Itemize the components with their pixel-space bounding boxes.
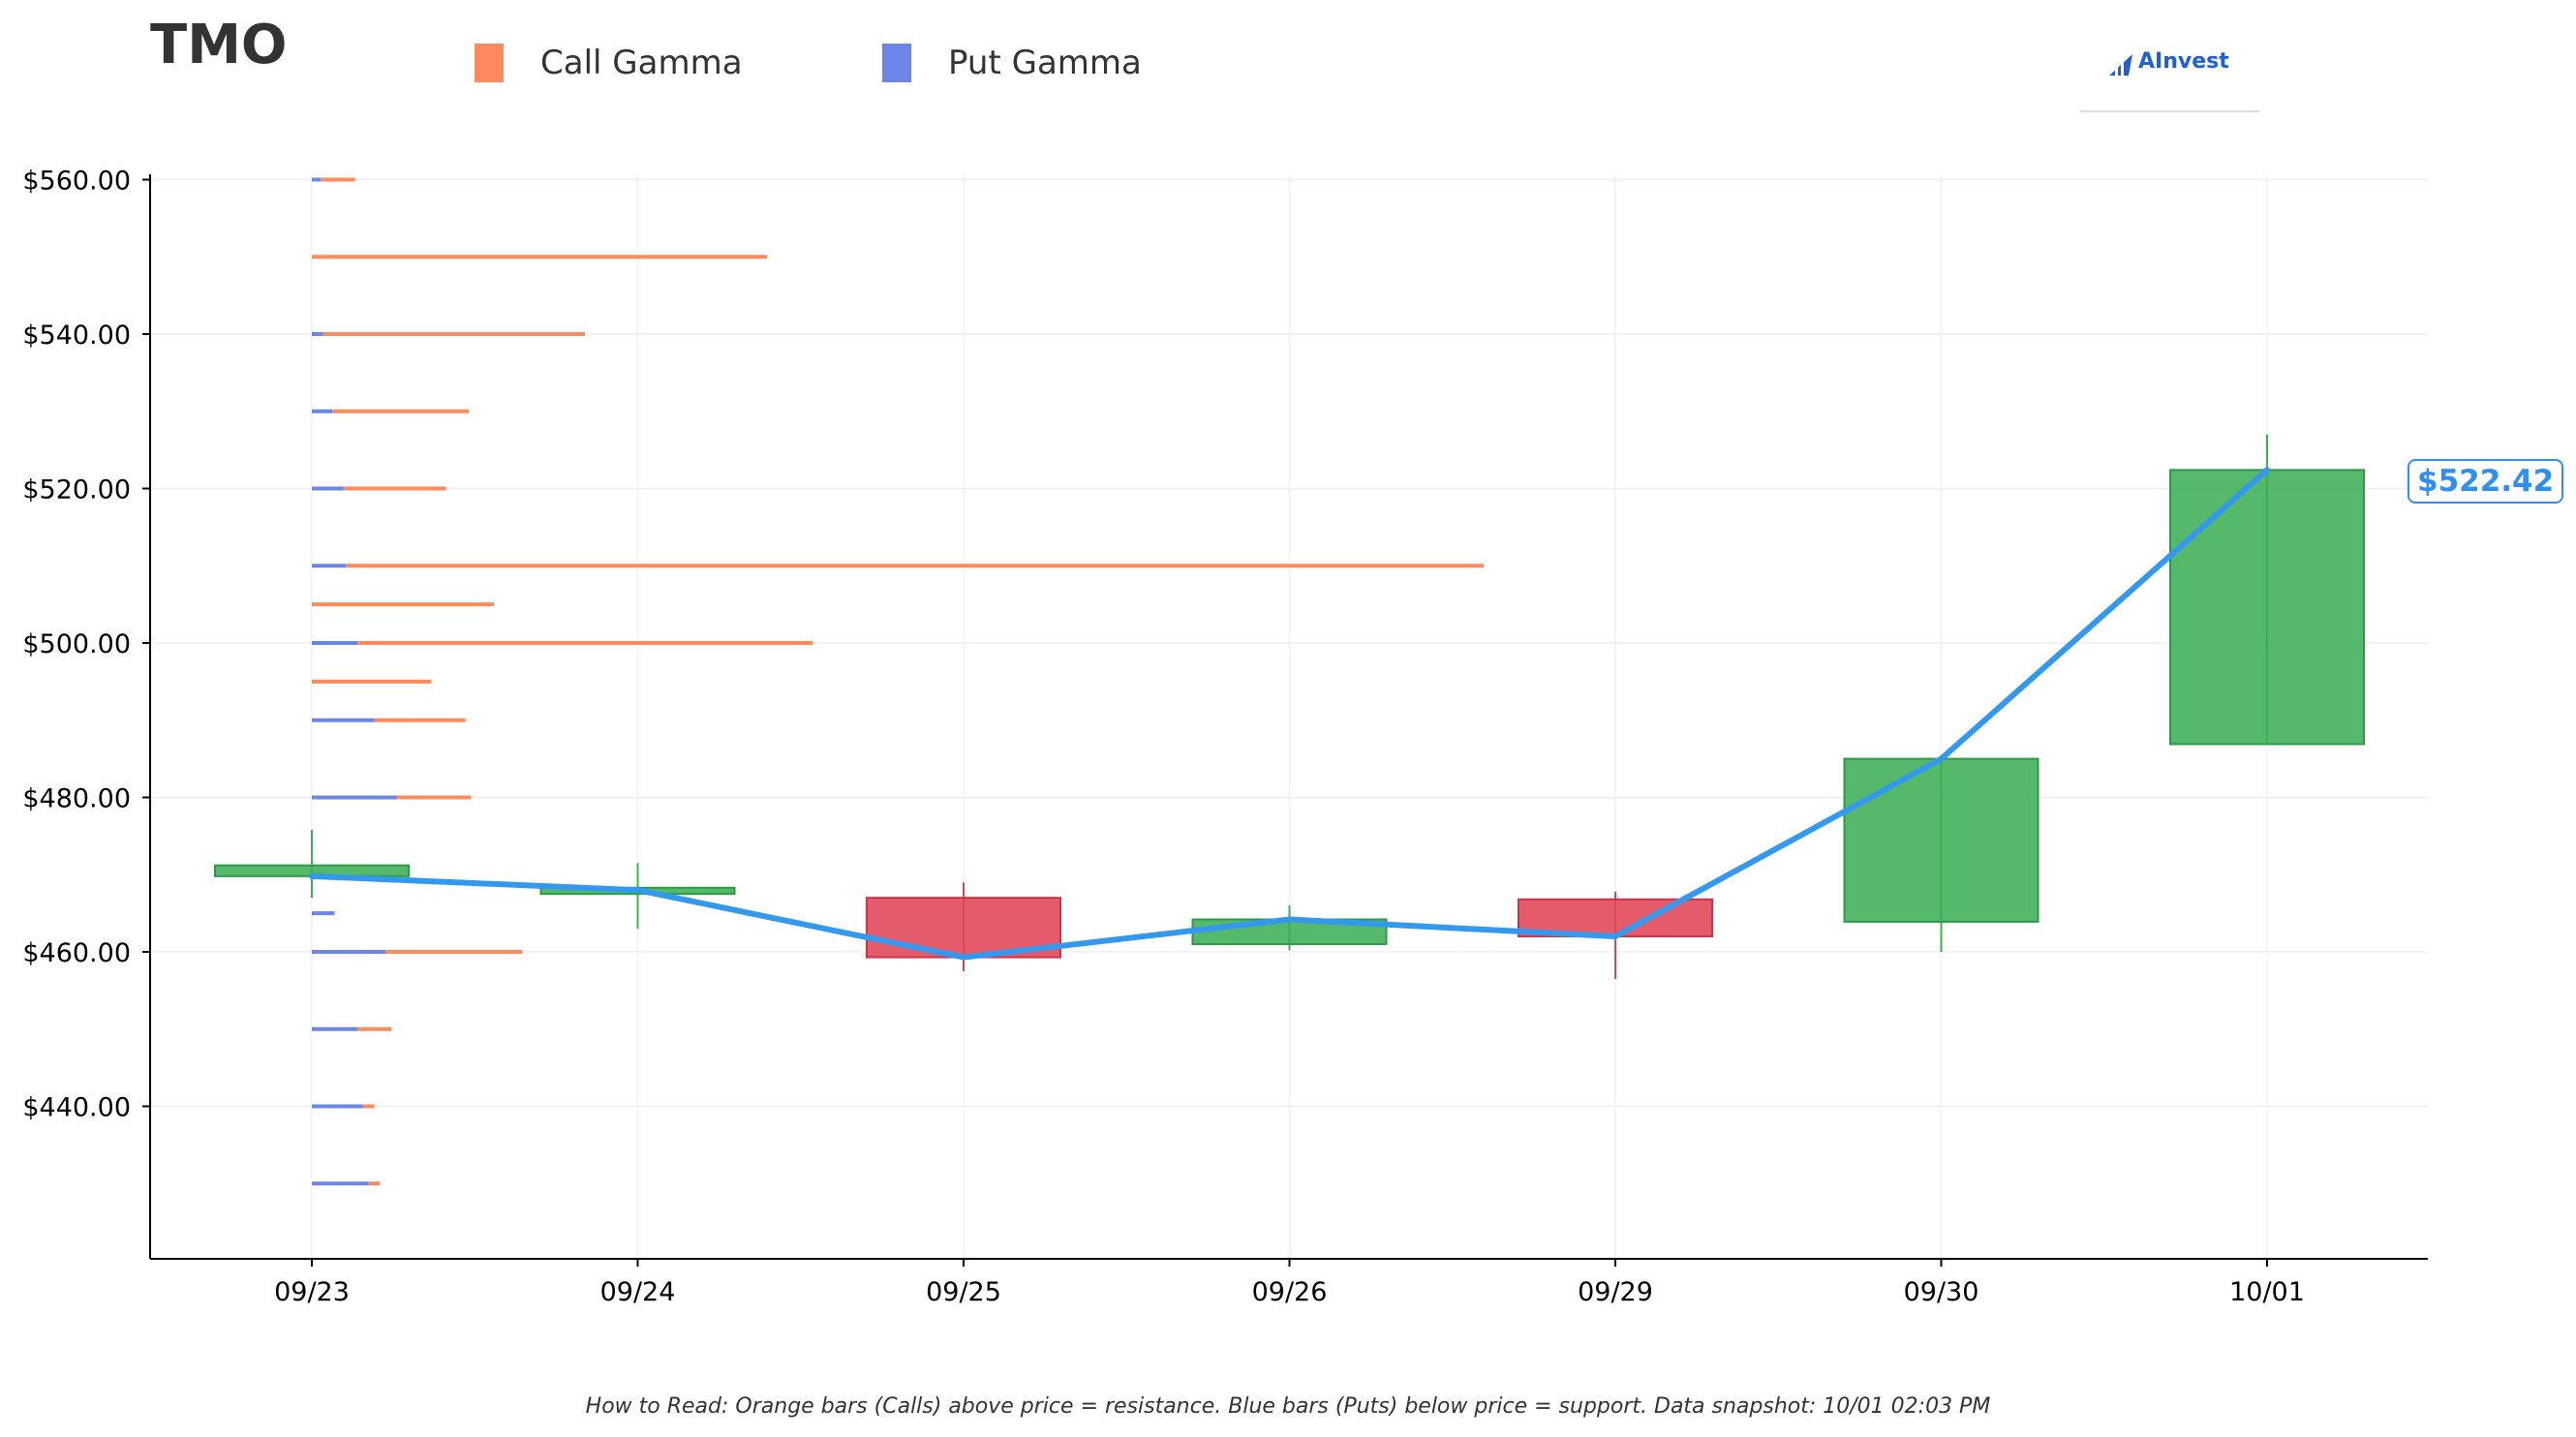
y-tick-label: $520.00 (22, 475, 131, 505)
put-gamma-bar (312, 1104, 363, 1109)
how-to-read-footnote: How to Read: Orange bars (Calls) above p… (585, 1394, 1991, 1419)
price-line (309, 467, 2270, 961)
legend-label-put-gamma: Put Gamma (948, 44, 1142, 82)
y-tick-label: $480.00 (22, 784, 131, 814)
call-gamma-bar (321, 177, 355, 182)
grid-lines (150, 174, 2428, 1259)
call-gamma-bar (346, 564, 1485, 568)
x-tick-label: 09/24 (600, 1277, 676, 1307)
call-gamma-bar (312, 602, 494, 607)
call-gamma-swatch-icon (475, 44, 504, 82)
put-gamma-bar (312, 911, 335, 916)
call-gamma-bar (397, 795, 472, 800)
legend-label-call-gamma: Call Gamma (540, 44, 743, 82)
y-tick-label: $460.00 (22, 938, 131, 968)
gamma-bars (312, 177, 1485, 1186)
axes: $440.00 $460.00 $480.00 $500.00 $520.00 $540.… (22, 167, 2428, 1307)
x-tick-label: 09/26 (1252, 1277, 1328, 1307)
put-gamma-bar (312, 950, 386, 954)
put-gamma-bar (312, 1181, 369, 1186)
x-tick-label: 09/23 (274, 1277, 350, 1307)
call-gamma-bar (343, 486, 446, 491)
x-tick-label: 09/25 (926, 1277, 1001, 1307)
call-gamma-bar (368, 1181, 381, 1186)
put-gamma-bar (312, 564, 347, 568)
call-gamma-bar (312, 679, 432, 684)
put-gamma-bar (312, 332, 323, 336)
call-gamma-bar (385, 950, 523, 954)
call-gamma-bar (312, 255, 767, 260)
call-gamma-bar (332, 409, 470, 413)
x-tick-label: 10/01 (2229, 1277, 2305, 1307)
price-line-group (309, 467, 2270, 961)
candles (214, 434, 2365, 979)
ainvest-logo: AInvest (2080, 45, 2259, 114)
put-gamma-bar (312, 795, 398, 800)
call-gamma-bar (357, 641, 813, 645)
y-tick-label: $440.00 (22, 1093, 131, 1123)
current-price-badge: $522.42 (2407, 459, 2564, 504)
legend-item-put-gamma: Put Gamma (882, 39, 1142, 87)
logo-chart-icon (2109, 54, 2132, 76)
put-gamma-swatch-icon (882, 44, 911, 82)
logo-text: AInvest (2138, 49, 2229, 74)
call-gamma-bar (374, 718, 466, 722)
x-tick-label: 09/29 (1578, 1277, 1653, 1307)
call-gamma-bar (357, 1026, 392, 1031)
x-tick-label: 09/30 (1904, 1277, 1979, 1307)
ticker-title: TMO (150, 14, 288, 76)
y-tick-label: $540.00 (22, 321, 131, 351)
candle-body (2169, 469, 2365, 746)
y-tick-label: $500.00 (22, 629, 131, 659)
call-gamma-bar (322, 332, 585, 336)
candle-body (1843, 757, 2039, 923)
put-gamma-bar (312, 718, 375, 722)
put-gamma-bar (312, 1026, 357, 1031)
legend-item-call-gamma: Call Gamma (475, 39, 743, 87)
put-gamma-bar (312, 641, 357, 645)
put-gamma-bar (312, 177, 322, 182)
put-gamma-bar (312, 409, 333, 413)
logo-underline (2080, 110, 2259, 112)
put-gamma-bar (312, 486, 344, 491)
y-tick-label: $560.00 (22, 167, 131, 197)
call-gamma-bar (362, 1104, 375, 1109)
